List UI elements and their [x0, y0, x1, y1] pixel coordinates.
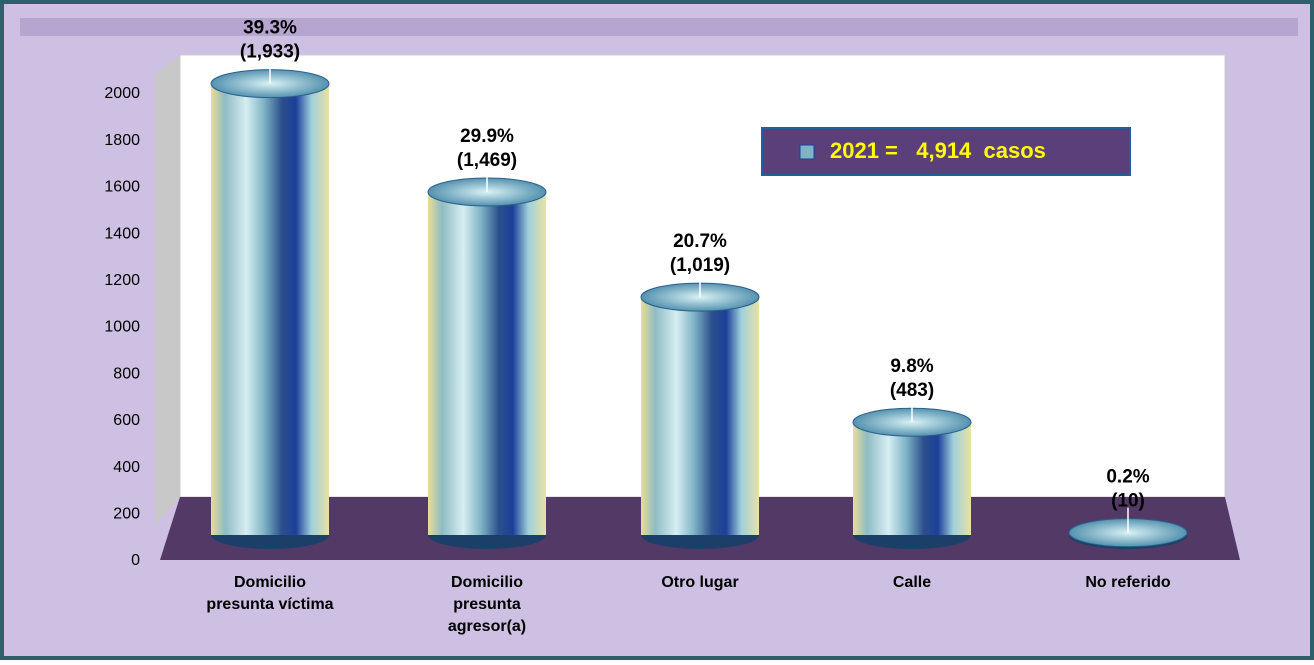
value-label: 29.9%	[460, 126, 514, 147]
y-tick-label: 200	[113, 506, 140, 523]
value-label: (1,469)	[457, 150, 517, 171]
value-label: (1,933)	[240, 42, 300, 63]
y-tick-label: 1800	[104, 132, 140, 149]
cylinder	[211, 83, 329, 535]
value-label: 39.3%	[243, 18, 297, 39]
y-tick-label: 2000	[104, 85, 140, 102]
y-tick-label: 800	[113, 365, 140, 382]
y-tick-label: 1200	[104, 272, 140, 289]
x-tick-label: Domicilio	[234, 574, 306, 591]
x-tick-label: agresor(a)	[448, 618, 526, 635]
x-tick-label: presunta	[453, 596, 521, 613]
x-tick-label: presunta víctima	[206, 596, 333, 613]
x-tick-label: Domicilio	[451, 574, 523, 591]
y-tick-label: 1000	[104, 319, 140, 336]
value-label: 20.7%	[673, 231, 727, 252]
cylinder	[853, 422, 971, 535]
y-tick-label: 1600	[104, 179, 140, 196]
x-tick-label: Otro lugar	[661, 574, 738, 591]
y-tick-label: 1400	[104, 225, 140, 242]
side-wall	[155, 55, 180, 525]
cylinder	[641, 297, 759, 535]
value-label: (10)	[1111, 491, 1145, 512]
value-label: 9.8%	[890, 356, 933, 377]
y-tick-label: 0	[131, 552, 140, 569]
legend-icon	[799, 144, 815, 160]
y-tick-label: 600	[113, 412, 140, 429]
y-tick-label: 400	[113, 459, 140, 476]
x-tick-label: Calle	[893, 574, 931, 591]
value-label: (1,019)	[670, 255, 730, 276]
x-tick-label: No referido	[1085, 574, 1171, 591]
annotation: 2021 = 4,914 casos	[830, 138, 1046, 163]
top-band	[20, 18, 1298, 36]
annotation-box	[761, 127, 1131, 176]
value-label: 0.2%	[1106, 467, 1149, 488]
value-label: (483)	[890, 380, 934, 401]
cylinder	[428, 191, 546, 535]
